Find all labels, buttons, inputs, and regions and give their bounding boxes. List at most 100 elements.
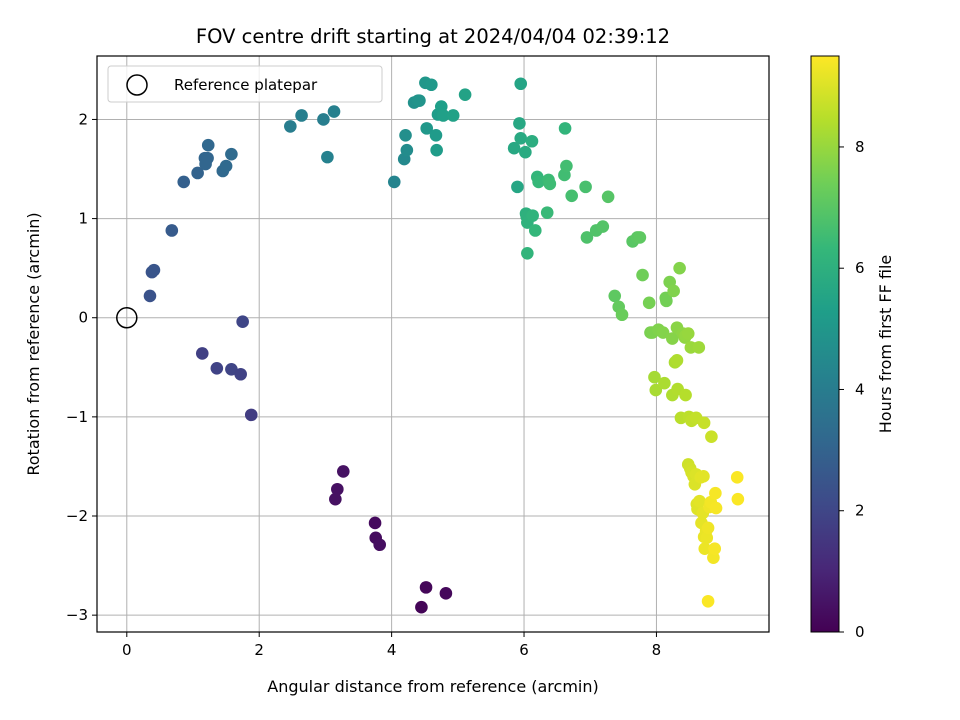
data-point	[642, 296, 656, 310]
data-point	[679, 388, 692, 402]
data-point	[225, 362, 238, 376]
data-point	[636, 268, 649, 282]
data-point	[143, 289, 157, 303]
data-points	[143, 76, 745, 614]
data-point	[543, 177, 557, 191]
data-point	[399, 129, 412, 142]
colorbar	[810, 55, 840, 633]
colorbar-tick-label: 4	[855, 380, 865, 398]
data-point	[670, 354, 684, 367]
data-point	[177, 175, 191, 189]
data-point	[210, 361, 224, 375]
data-point	[514, 77, 528, 91]
legend-box	[107, 65, 383, 103]
y-axis-label: Rotation from reference (arcmin)	[24, 212, 43, 475]
data-point	[558, 122, 572, 135]
data-point	[446, 109, 460, 122]
data-point	[507, 141, 521, 155]
y-tick-label: 2	[78, 110, 88, 128]
colorbar-ticks: 0 2 4 6 8	[839, 138, 865, 641]
data-point	[656, 326, 670, 339]
data-point	[234, 367, 247, 381]
data-point	[219, 159, 233, 173]
data-point	[601, 190, 615, 204]
plot-area-frame	[96, 55, 770, 633]
data-point	[165, 224, 179, 237]
y-tick-label: 0	[78, 309, 88, 327]
x-tick-label: 0	[122, 641, 132, 659]
data-point	[419, 581, 433, 594]
data-point	[429, 129, 443, 142]
data-point	[329, 492, 342, 506]
data-point	[701, 521, 715, 535]
data-point	[708, 542, 722, 556]
data-point	[701, 594, 715, 608]
y-tick-label: −2	[66, 507, 88, 525]
data-point	[514, 131, 528, 145]
x-tick-label: 6	[519, 641, 529, 659]
data-point	[633, 231, 647, 244]
data-point	[565, 189, 579, 203]
data-point	[666, 332, 679, 345]
colorbar-tick-label: 6	[855, 259, 865, 277]
x-tick-label: 8	[652, 641, 662, 659]
data-point	[697, 470, 710, 483]
data-point	[413, 94, 426, 107]
legend-label-reference: Reference platepar	[174, 76, 318, 94]
data-point	[284, 120, 297, 133]
data-point	[615, 308, 629, 322]
data-point	[692, 341, 706, 354]
data-point	[400, 143, 414, 157]
data-point	[244, 408, 258, 422]
data-point	[295, 109, 308, 122]
data-point	[425, 78, 438, 92]
y-tick-label: 1	[78, 210, 88, 228]
data-point	[521, 246, 534, 260]
data-point	[731, 492, 745, 506]
data-point	[709, 501, 723, 515]
y-axis-ticks: −3 −2 −1 0 1 2	[66, 110, 97, 624]
colorbar-tick-label: 2	[855, 502, 865, 520]
data-point	[321, 150, 334, 164]
data-point	[236, 315, 249, 328]
legend: Reference platepar	[107, 65, 383, 103]
data-point	[513, 117, 526, 130]
chart-title: FOV centre drift starting at 2024/04/04 …	[196, 25, 670, 48]
data-point	[373, 538, 387, 552]
data-point	[327, 105, 341, 118]
data-point	[439, 587, 453, 600]
data-point	[681, 327, 695, 340]
data-point	[387, 175, 401, 189]
data-point	[331, 482, 344, 496]
x-axis-label: Angular distance from reference (arcmin)	[267, 677, 598, 696]
data-point	[697, 416, 711, 430]
y-tick-label: −3	[66, 606, 88, 624]
data-point	[658, 376, 671, 390]
data-point	[648, 370, 661, 384]
data-point	[608, 289, 622, 303]
data-point	[560, 159, 573, 173]
x-tick-label: 4	[387, 641, 397, 659]
data-point	[317, 113, 330, 126]
colorbar-tick-label: 0	[855, 623, 865, 641]
data-point	[660, 294, 673, 308]
data-point	[415, 600, 428, 614]
data-point	[201, 138, 215, 152]
data-point	[525, 134, 539, 148]
data-point	[225, 147, 238, 161]
data-point	[201, 151, 214, 165]
legend-marker-reference	[126, 74, 148, 96]
data-point	[693, 494, 706, 508]
data-point	[436, 109, 450, 122]
y-tick-label: −1	[66, 408, 88, 426]
data-point	[528, 224, 542, 237]
data-point	[700, 531, 714, 545]
data-point	[579, 180, 592, 194]
data-point	[532, 175, 545, 189]
data-point	[511, 180, 524, 194]
data-point	[705, 430, 718, 443]
data-point	[526, 209, 539, 222]
data-point	[458, 88, 472, 101]
data-point	[673, 261, 686, 275]
